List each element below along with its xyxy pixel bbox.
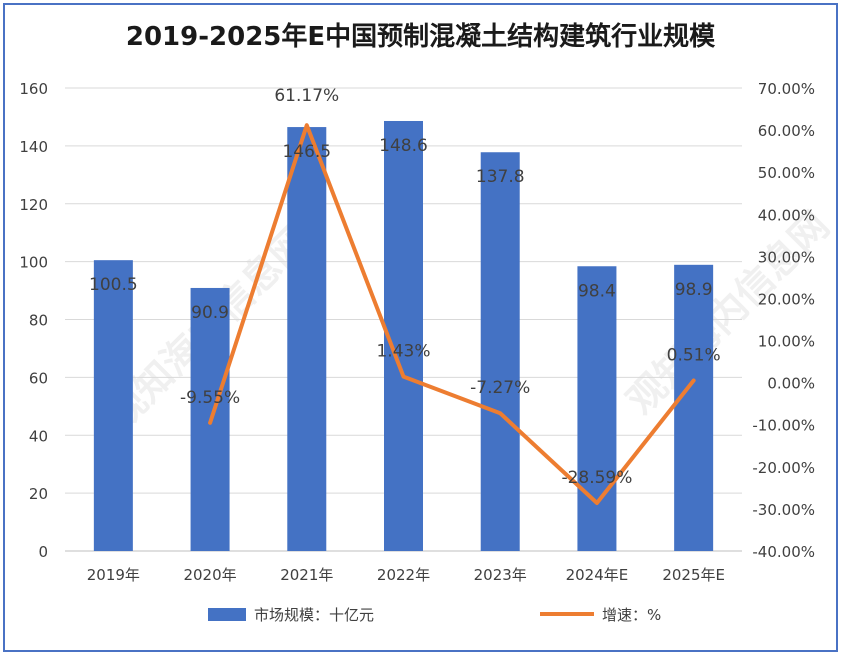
y-left-tick-label: 80 [29, 312, 48, 330]
y-right-tick-label: 10.00% [758, 333, 815, 351]
y-right-tick-label: -10.00% [752, 417, 815, 435]
x-tick-label: 2023年 [474, 566, 527, 584]
y-right-tick-label: 40.00% [758, 206, 815, 224]
chart-title: 2019-2025年E中国预制混凝土结构建筑行业规模 [125, 22, 716, 52]
y-right-tick-label: 70.00% [758, 80, 815, 98]
bar [93, 260, 133, 551]
x-tick-label: 2025年E [662, 566, 725, 584]
bar-data-label: 146.5 [282, 142, 331, 162]
y-left-tick-label: 160 [19, 80, 48, 98]
x-tick-label: 2021年 [280, 566, 333, 584]
line-data-label: -9.55% [180, 388, 240, 408]
x-tick-label: 2024年E [566, 566, 629, 584]
bar-data-label: 148.6 [379, 136, 428, 156]
y-left-tick-label: 20 [29, 485, 48, 503]
bar [287, 127, 327, 552]
y-left-tick-label: 140 [19, 138, 48, 156]
line-data-label: 1.43% [376, 342, 430, 362]
bar-data-label: 100.5 [89, 275, 138, 295]
y-right-tick-label: -20.00% [752, 459, 815, 477]
bar-data-label: 98.4 [578, 281, 616, 301]
y-right-tick-label: 20.00% [758, 290, 815, 308]
bar [384, 120, 423, 552]
line-data-label: -28.59% [561, 468, 632, 488]
bar [577, 266, 617, 551]
line-data-label: -7.27% [470, 378, 530, 398]
bar-data-label: 137.8 [476, 167, 525, 187]
y-right-tick-label: 30.00% [758, 248, 815, 266]
x-tick-label: 2019年 [87, 566, 140, 584]
y-left-tick-label: 120 [19, 196, 48, 214]
legend-bar-swatch [208, 608, 246, 621]
bar-data-label: 98.9 [675, 280, 713, 300]
x-tick-label: 2020年 [183, 566, 236, 584]
line-data-label: 0.51% [667, 345, 721, 365]
legend-line-label: 增速：% [602, 606, 661, 624]
line-series [208, 123, 696, 505]
y-right-tick-label: 60.00% [758, 122, 815, 140]
y-left-tick-label: 60 [29, 369, 48, 387]
bar [674, 264, 714, 551]
y-right-tick-label: 50.00% [758, 164, 815, 182]
bar [480, 152, 520, 551]
line-data-label: 61.17% [274, 86, 339, 106]
y-right-tick-label: 0.00% [767, 375, 815, 393]
y-right-tick-label: -30.00% [752, 501, 815, 519]
legend-bar-label: 市场规模：十亿元 [254, 606, 374, 624]
y-left-tick-label: 40 [29, 427, 48, 445]
y-left-tick-label: 100 [19, 254, 48, 272]
x-tick-label: 2022年 [377, 566, 430, 584]
y-left-tick-label: 0 [38, 543, 48, 561]
y-right-tick-label: -40.00% [752, 543, 815, 561]
bar-data-label: 90.9 [191, 303, 229, 323]
